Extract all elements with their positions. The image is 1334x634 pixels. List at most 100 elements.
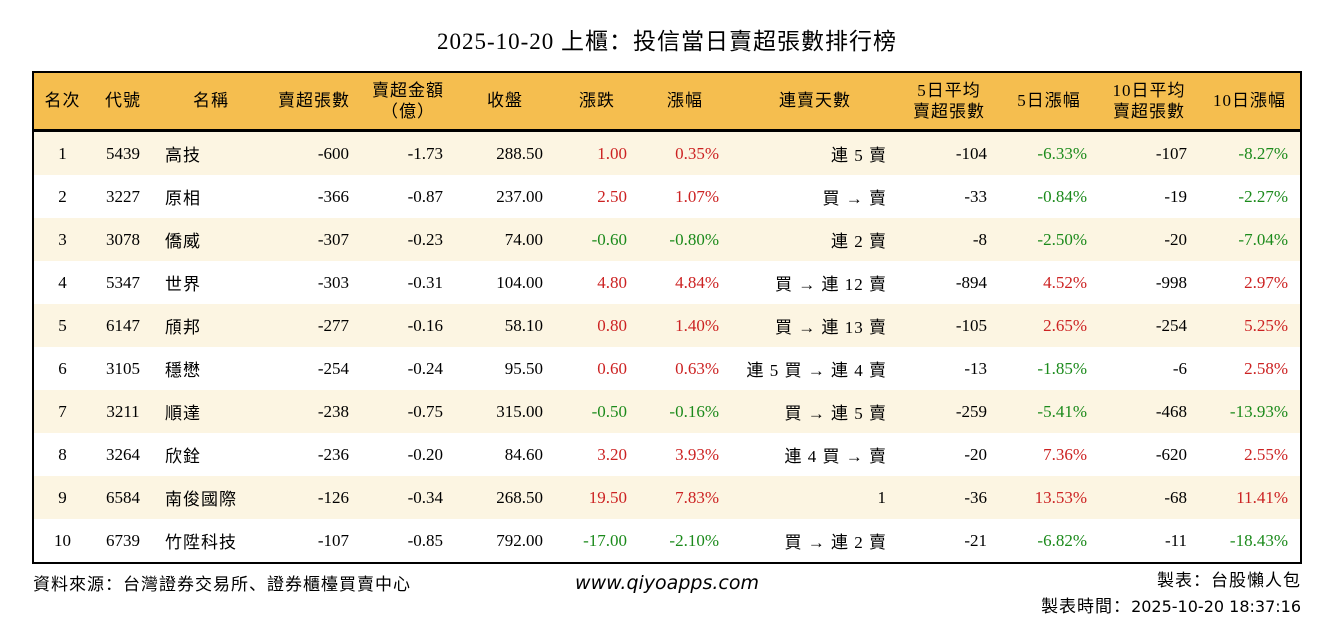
cell-net-sell: -107 [317, 530, 349, 550]
cell-close: 792.00 [496, 530, 543, 550]
ranking-table: 名次 代號 名稱 賣超張數 賣超金額 （億） 收盤 漲跌 漲幅 連賣天數 5日平… [32, 71, 1302, 564]
table-body: 1 5439 高技 -600 -1.73 288.50 1.00 0.35% 連… [33, 130, 1301, 563]
cell-net-sell-amount: -0.24 [407, 358, 443, 378]
cell-net-sell: -303 [317, 272, 349, 292]
cell-stock-code: 5439 [106, 143, 140, 163]
cell-pct5: -1.85% [1037, 358, 1087, 378]
cell-close: 104.00 [496, 272, 543, 292]
cell-streak: 連 4 買 → 賣 [784, 447, 887, 466]
table-row: 8 3264 欣銓 -236 -0.20 84.60 3.20 3.93% 連 … [33, 433, 1301, 476]
cell-close: 84.60 [504, 444, 543, 464]
cell-change-pct: 4.84% [675, 272, 719, 292]
col-header-avg10: 10日平均 賣超張數 [1099, 72, 1199, 132]
cell-streak: 買 → 連 2 賣 [784, 533, 887, 552]
cell-pct10: 2.58% [1244, 358, 1288, 378]
cell-change-pct: 3.93% [675, 444, 719, 464]
made-at: 製表時間：2025-10-20 18:37:16 [1041, 594, 1301, 620]
cell-avg10: -68 [1164, 487, 1187, 507]
col-header-name: 名稱 [155, 72, 267, 132]
cell-change-pct: -2.10% [669, 530, 719, 550]
cell-avg5: -36 [964, 487, 987, 507]
cell-avg5: -104 [955, 143, 987, 163]
cell-streak: 買 → 連 13 賣 [775, 318, 887, 337]
cell-stock-code: 6147 [106, 315, 140, 335]
header-row: 名次 代號 名稱 賣超張數 賣超金額 （億） 收盤 漲跌 漲幅 連賣天數 5日平… [33, 72, 1301, 132]
cell-net-sell-amount: -0.31 [407, 272, 443, 292]
cell-avg5: -33 [964, 186, 987, 206]
cell-change-pct: 1.40% [675, 315, 719, 335]
col-header-pct10: 10日漲幅 [1199, 72, 1301, 132]
cell-avg5: -13 [964, 358, 987, 378]
credits: 製表：台股懶人包 製表時間：2025-10-20 18:37:16 [1041, 568, 1301, 619]
cell-net-sell: -238 [317, 401, 349, 421]
cell-net-sell-amount: -0.87 [407, 186, 443, 206]
cell-streak: 連 5 賣 [831, 146, 887, 165]
cell-net-sell-amount: -0.16 [407, 315, 443, 335]
cell-streak: 買 → 連 5 賣 [784, 404, 887, 423]
cell-pct5: -5.41% [1037, 401, 1087, 421]
cell-net-sell-amount: -1.73 [407, 143, 443, 163]
cell-net-sell-amount: -0.34 [407, 487, 443, 507]
made-by: 製表：台股懶人包 [1157, 571, 1301, 590]
cell-streak: 買 → 賣 [822, 189, 887, 208]
cell-streak: 連 5 買 → 連 4 賣 [746, 361, 887, 380]
cell-stock-code: 3211 [106, 401, 140, 421]
cell-change: 1.00 [597, 143, 627, 163]
cell-close: 268.50 [496, 487, 543, 507]
cell-change: 0.80 [597, 315, 627, 335]
cell-pct5: -6.82% [1037, 530, 1087, 550]
cell-pct5: 7.36% [1043, 444, 1087, 464]
cell-pct10: -7.04% [1238, 229, 1288, 249]
cell-change-pct: 0.35% [675, 143, 719, 163]
cell-rank: 9 [58, 487, 67, 507]
table-row: 10 6739 竹陞科技 -107 -0.85 792.00 -17.00 -2… [33, 519, 1301, 563]
cell-stock-name: 竹陞科技 [165, 533, 237, 552]
cell-change: 0.60 [597, 358, 627, 378]
website-watermark: www.qiyoapps.com [575, 572, 759, 594]
cell-pct10: 11.41% [1236, 487, 1288, 507]
cell-rank: 10 [54, 530, 71, 550]
cell-stock-name: 南俊國際 [165, 490, 237, 509]
cell-rank: 8 [58, 444, 67, 464]
page-title: 2025-10-20 上櫃：投信當日賣超張數排行榜 [436, 29, 898, 54]
cell-pct5: 4.52% [1043, 272, 1087, 292]
cell-stock-code: 3078 [106, 229, 140, 249]
cell-pct5: 13.53% [1034, 487, 1087, 507]
cell-avg5: -20 [964, 444, 987, 464]
cell-close: 237.00 [496, 186, 543, 206]
table-row: 7 3211 順達 -238 -0.75 315.00 -0.50 -0.16%… [33, 390, 1301, 433]
cell-net-sell: -126 [317, 487, 349, 507]
cell-avg5: -105 [955, 315, 987, 335]
cell-stock-code: 3105 [106, 358, 140, 378]
cell-net-sell: -366 [317, 186, 349, 206]
cell-change-pct: 7.83% [675, 487, 719, 507]
table-row: 3 3078 僑威 -307 -0.23 74.00 -0.60 -0.80% … [33, 218, 1301, 261]
cell-stock-name: 世界 [165, 275, 201, 294]
cell-pct10: -8.27% [1238, 143, 1288, 163]
cell-pct10: 5.25% [1244, 315, 1288, 335]
cell-avg10: -11 [1164, 530, 1187, 550]
cell-avg10: -6 [1172, 358, 1187, 378]
col-header-close: 收盤 [455, 72, 555, 132]
cell-streak: 買 → 連 12 賣 [775, 275, 887, 294]
table-row: 5 6147 頎邦 -277 -0.16 58.10 0.80 1.40% 買 … [33, 304, 1301, 347]
col-header-streak: 連賣天數 [731, 72, 899, 132]
cell-pct10: -18.43% [1229, 530, 1288, 550]
cell-avg10: -19 [1164, 186, 1187, 206]
report-page: 2025-10-20 上櫃：投信當日賣超張數排行榜 名次 代號 名稱 賣超張數 … [0, 22, 1334, 634]
cell-close: 58.10 [504, 315, 543, 335]
cell-rank: 2 [58, 186, 67, 206]
cell-stock-name: 頎邦 [165, 318, 201, 337]
col-header-pct5: 5日漲幅 [999, 72, 1099, 132]
cell-avg10: -107 [1155, 143, 1187, 163]
cell-avg10: -254 [1155, 315, 1187, 335]
cell-avg10: -20 [1164, 229, 1187, 249]
cell-stock-code: 3227 [106, 186, 140, 206]
cell-stock-name: 順達 [165, 404, 201, 423]
cell-avg10: -468 [1155, 401, 1187, 421]
table-row: 4 5347 世界 -303 -0.31 104.00 4.80 4.84% 買… [33, 261, 1301, 304]
footer: 資料來源：台灣證券交易所、證券櫃檯買賣中心 www.qiyoapps.com 製… [33, 568, 1301, 619]
cell-pct10: -13.93% [1229, 401, 1288, 421]
col-header-change: 漲跌 [555, 72, 639, 132]
cell-change: -0.50 [591, 401, 627, 421]
